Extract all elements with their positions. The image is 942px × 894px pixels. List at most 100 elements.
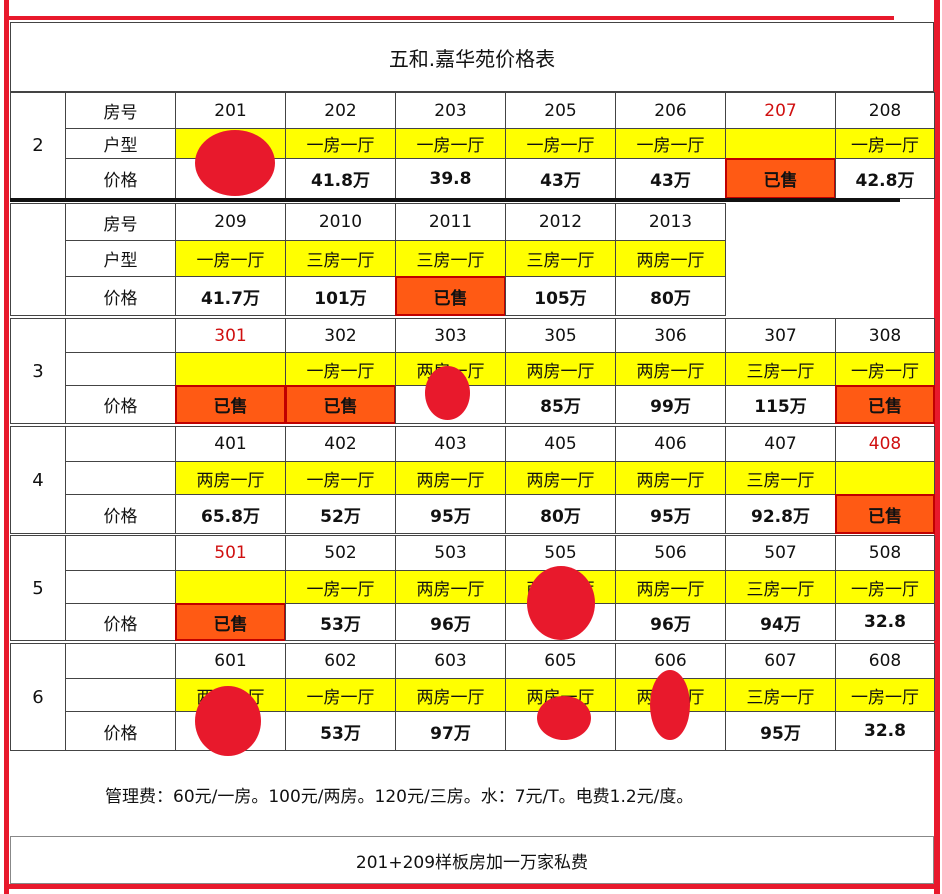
room-type: 两房一厅 [615,461,726,495]
room-type [175,570,286,604]
room-type: 三房一厅 [725,352,836,386]
frame-left [4,0,9,894]
room-number: 308 [835,318,935,353]
room-number: 208 [835,92,935,129]
row-label [65,643,176,679]
room-type: 一房一厅 [285,678,396,712]
room-price: 已售 [835,385,935,424]
room-number: 406 [615,426,726,462]
title: 五和.嘉华苑价格表 [10,22,934,92]
room-number: 607 [725,643,836,679]
room-price: 已售 [725,158,836,199]
room-type: 两房一厅 [615,240,726,277]
redaction [650,670,690,740]
room-number: 503 [395,535,506,571]
room-price: 96万 [615,603,726,641]
room-number: 2011 [395,203,506,241]
room-type: 一房一厅 [285,570,396,604]
room-number: 402 [285,426,396,462]
room-price: 105万 [505,276,616,316]
room-type: 两房一厅 [615,352,726,386]
room-number: 307 [725,318,836,353]
room-type: 三房一厅 [725,570,836,604]
room-number: 407 [725,426,836,462]
floor-cell: 5 [10,535,66,641]
redaction [195,686,261,756]
room-price: 41.7万 [175,276,286,316]
room-price: 52万 [285,494,396,534]
room-number: 507 [725,535,836,571]
room-price: 41.8万 [285,158,396,199]
room-price: 53万 [285,711,396,751]
room-price: 99万 [615,385,726,424]
room-type: 一房一厅 [175,240,286,277]
room-type [175,352,286,386]
room-type: 一房一厅 [505,128,616,159]
room-number: 206 [615,92,726,129]
room-price: 39.8 [395,158,506,199]
room-type: 两房一厅 [615,570,726,604]
row-label: 价格 [65,158,176,199]
room-number: 506 [615,535,726,571]
room-type: 一房一厅 [835,128,935,159]
room-number: 608 [835,643,935,679]
room-number: 209 [175,203,286,241]
room-type: 一房一厅 [835,678,935,712]
room-number: 306 [615,318,726,353]
room-type: 三房一厅 [505,240,616,277]
room-price: 已售 [395,276,506,316]
row-label [65,461,176,495]
room-number: 2012 [505,203,616,241]
row-label: 户型 [65,128,176,159]
room-price: 已售 [175,385,286,424]
room-number: 401 [175,426,286,462]
frame-bottom [4,884,940,889]
room-number: 601 [175,643,286,679]
frame-right [934,0,940,894]
room-number: 405 [505,426,616,462]
room-price: 32.8 [835,603,935,641]
redaction [425,366,470,420]
room-type: 一房一厅 [285,352,396,386]
room-type: 两房一厅 [395,678,506,712]
room-type: 三房一厅 [285,240,396,277]
room-price: 65.8万 [175,494,286,534]
room-number: 605 [505,643,616,679]
room-number: 302 [285,318,396,353]
room-number: 501 [175,535,286,571]
room-price: 94万 [725,603,836,641]
room-price: 95万 [395,494,506,534]
room-price: 115万 [725,385,836,424]
room-price: 80万 [505,494,616,534]
room-type: 一房一厅 [395,128,506,159]
room-number: 603 [395,643,506,679]
room-price: 101万 [285,276,396,316]
row-label: 房号 [65,92,176,129]
room-price: 80万 [615,276,726,316]
row-label: 价格 [65,494,176,534]
room-type: 三房一厅 [395,240,506,277]
room-type [725,128,836,159]
room-price: 已售 [835,494,935,534]
room-type: 两房一厅 [505,352,616,386]
row-label: 价格 [65,385,176,424]
redaction [537,696,591,740]
room-number: 202 [285,92,396,129]
room-number: 602 [285,643,396,679]
room-number: 403 [395,426,506,462]
room-price: 已售 [285,385,396,424]
room-number: 207 [725,92,836,129]
room-number: 203 [395,92,506,129]
room-price: 已售 [175,603,286,641]
room-price: 43万 [505,158,616,199]
room-price: 95万 [725,711,836,751]
room-type: 两房一厅 [175,461,286,495]
fee-note: 管理费：60元/一房。100元/两房。120元/三房。水：7元/T。电费1.2元… [105,787,694,807]
room-type: 一房一厅 [835,570,935,604]
room-type: 三房一厅 [725,461,836,495]
floor-cell [10,203,66,316]
room-number: 2013 [615,203,726,241]
room-number: 408 [835,426,935,462]
